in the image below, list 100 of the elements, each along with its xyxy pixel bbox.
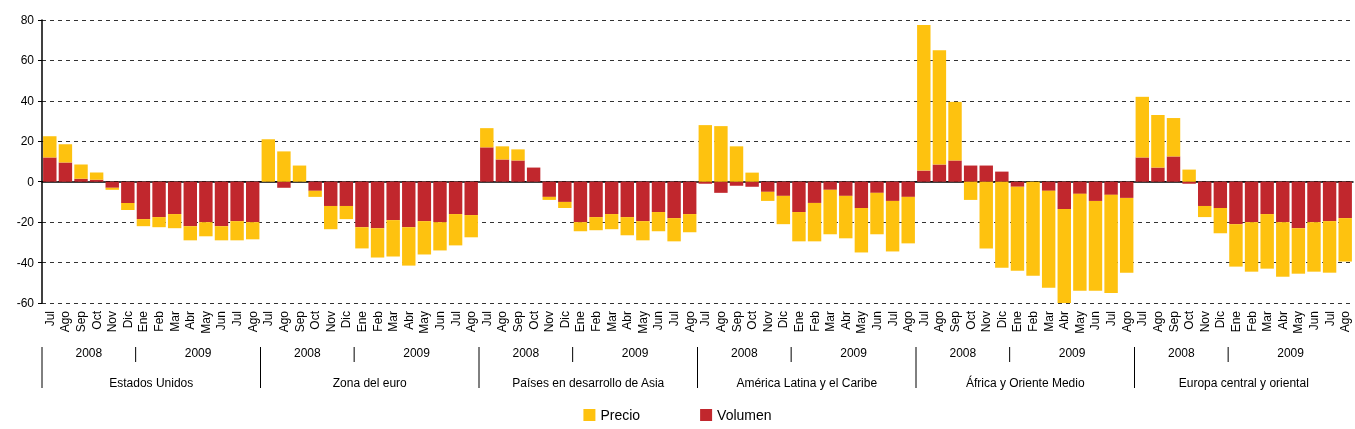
bar [839, 181, 853, 196]
x-tick-label: Feb [1026, 310, 1041, 332]
bar [43, 157, 57, 182]
x-tick-label: Ago [1338, 310, 1353, 333]
bar [885, 200, 900, 252]
x-tick-label: Ago [245, 310, 260, 333]
bar [1057, 209, 1071, 303]
text: 2009 [184, 346, 212, 360]
bar [1026, 181, 1040, 276]
y-tick-label: 60 [20, 53, 35, 68]
bar [386, 220, 400, 257]
bar [729, 181, 744, 186]
bar [682, 181, 697, 215]
bar [932, 50, 947, 165]
bar [823, 181, 837, 190]
x-tick-label: Jun [432, 311, 447, 331]
x-tick-label: Ago [932, 310, 947, 333]
bar [917, 170, 931, 182]
bar [417, 181, 432, 222]
y-tick-label: 20 [20, 134, 35, 149]
bar [277, 151, 291, 182]
bar [1104, 181, 1118, 195]
x-tick-label: Sep [948, 310, 963, 333]
x-tick-label: Feb [807, 310, 822, 332]
text: 2008 [293, 346, 321, 360]
bar [542, 181, 556, 197]
x-tick-label: Oct [526, 310, 541, 330]
x-tick-label: Jul [479, 311, 494, 327]
x-tick-label: Dic [339, 311, 354, 329]
x-tick-label: Ene [1228, 310, 1243, 333]
x-tick-label: Jun [651, 311, 666, 331]
bar [995, 181, 1009, 268]
bar [885, 181, 900, 201]
bar [277, 181, 291, 188]
text: 2008 [512, 346, 540, 360]
text: Países en desarrollo de Asia [512, 376, 665, 390]
bar [1291, 228, 1306, 274]
bar [89, 172, 104, 180]
bar [308, 190, 322, 197]
bar [573, 181, 588, 223]
text: 2009 [840, 346, 868, 360]
bar [433, 181, 447, 223]
bar [1166, 118, 1181, 157]
bar [136, 181, 151, 220]
text: 2008 [75, 346, 103, 360]
bar [1057, 181, 1071, 209]
text: 2009 [403, 346, 431, 360]
bar [589, 181, 603, 218]
x-tick-label: Abr [838, 311, 853, 330]
x-tick-label: Ago [713, 310, 728, 333]
bar [417, 221, 432, 255]
x-tick-label: Ago [682, 310, 697, 333]
x-tick-label: Mar [823, 311, 838, 332]
bar [1276, 181, 1290, 223]
x-tick-label: Jul [667, 311, 682, 327]
bar [823, 189, 837, 235]
bar [526, 167, 541, 182]
x-tick-label: Jun [214, 311, 229, 331]
bar [948, 160, 962, 182]
x-tick-label: Sep [729, 310, 744, 333]
x-tick-label: Nov [105, 311, 120, 333]
bar [1307, 181, 1321, 223]
bar [1229, 224, 1243, 267]
bar [183, 226, 197, 241]
bar [573, 222, 588, 232]
bar [1088, 200, 1103, 291]
x-tick-label: Jul [885, 311, 900, 327]
bar [464, 215, 478, 238]
x-tick-label: Nov [542, 311, 557, 333]
x-tick-label: Nov [760, 311, 775, 333]
bar [1276, 222, 1290, 277]
text: Estados Unidos [109, 376, 194, 390]
bar [495, 159, 510, 182]
bar [870, 181, 884, 193]
bar [807, 181, 822, 203]
bar [58, 144, 73, 163]
x-tick-label: Mar [167, 311, 182, 332]
bar [511, 160, 525, 182]
bar [1182, 169, 1196, 182]
x-tick-label: Ago [495, 310, 510, 333]
bar [604, 181, 619, 215]
bar [1198, 181, 1212, 206]
x-tick-label: May [198, 311, 213, 334]
bar [854, 207, 869, 253]
bar [308, 181, 322, 191]
bar [511, 149, 525, 161]
bar [1166, 156, 1181, 182]
bar [963, 181, 978, 200]
x-tick-label: Ene [1010, 310, 1025, 333]
x-tick-label: Feb [152, 310, 167, 332]
bar [58, 162, 73, 182]
bar [152, 217, 166, 228]
text: 2009 [621, 346, 649, 360]
bar [651, 181, 666, 213]
bar [74, 164, 88, 179]
bar [324, 205, 338, 230]
x-tick-label: Sep [1166, 310, 1181, 333]
x-tick-label: Ago [464, 310, 479, 333]
text: 2009 [1058, 346, 1086, 360]
bar [152, 181, 166, 218]
